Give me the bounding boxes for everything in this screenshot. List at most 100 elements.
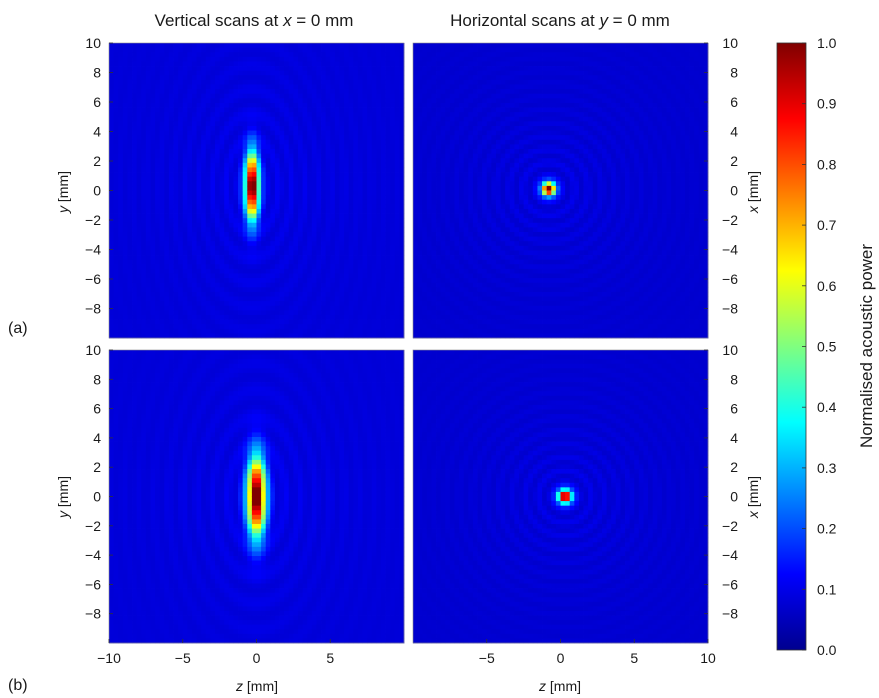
heatmap-cell	[187, 89, 193, 95]
heatmap-cell	[353, 255, 359, 261]
heatmap-cell	[284, 144, 290, 150]
heatmap-cell	[390, 333, 396, 339]
heatmap-cell	[187, 102, 193, 108]
heatmap-cell	[339, 190, 345, 196]
heatmap-cell	[394, 107, 400, 113]
heatmap-cell	[141, 241, 147, 247]
heatmap-cell	[182, 218, 188, 224]
heatmap-cell	[191, 245, 197, 251]
heatmap-cell	[265, 231, 271, 237]
heatmap-cell	[385, 236, 391, 242]
heatmap-cell	[390, 61, 396, 67]
heatmap-cell	[330, 112, 336, 118]
heatmap-cell	[371, 144, 377, 150]
heatmap-cell	[468, 47, 474, 53]
heatmap-cell	[311, 328, 317, 334]
heatmap-cell	[150, 190, 156, 196]
heatmap-cell	[178, 310, 184, 316]
heatmap-cell	[228, 61, 234, 67]
heatmap-cell	[118, 130, 124, 136]
heatmap-cell	[228, 130, 234, 136]
heatmap-cell	[279, 245, 285, 251]
heatmap-cell	[288, 56, 294, 62]
heatmap-cell	[247, 264, 253, 270]
heatmap-cell	[459, 296, 465, 302]
heatmap-cell	[302, 333, 308, 339]
heatmap-cell	[307, 84, 313, 90]
heatmap-cell	[445, 66, 451, 72]
heatmap-cell	[228, 52, 234, 58]
heatmap-cell	[399, 231, 405, 237]
heatmap-cell	[238, 121, 244, 127]
heatmap-cell	[390, 218, 396, 224]
heatmap-cell	[390, 314, 396, 320]
heatmap-cell	[390, 144, 396, 150]
heatmap-cell	[468, 149, 474, 155]
heatmap-cell	[417, 291, 423, 297]
heatmap-cell	[224, 199, 230, 205]
heatmap-cell	[367, 66, 373, 72]
heatmap-cell	[173, 121, 179, 127]
heatmap-cell	[445, 190, 451, 196]
heatmap-cell	[141, 204, 147, 210]
heatmap-cell	[440, 241, 446, 247]
heatmap-cell	[431, 199, 437, 205]
heatmap-cell	[362, 70, 368, 76]
heatmap-cell	[348, 278, 354, 284]
heatmap-cell	[376, 52, 382, 58]
heatmap-cell	[228, 213, 234, 219]
heatmap-cell	[426, 250, 432, 256]
heatmap-cell	[178, 181, 184, 187]
heatmap-cell	[242, 66, 248, 72]
heatmap-cell	[210, 324, 216, 330]
heatmap-cell	[417, 310, 423, 316]
heatmap-cell	[316, 259, 322, 265]
heatmap-cell	[178, 43, 184, 49]
heatmap-cell	[284, 116, 290, 122]
heatmap-cell	[251, 199, 257, 205]
heatmap-cell	[362, 121, 368, 127]
heatmap-cell	[247, 259, 253, 265]
heatmap-cell	[348, 227, 354, 233]
heatmap-cell	[330, 135, 336, 141]
heatmap-cell	[118, 176, 124, 182]
heatmap-cell	[353, 144, 359, 150]
heatmap-cell	[136, 70, 142, 76]
heatmap-cell	[270, 268, 276, 274]
heatmap-cell	[182, 185, 188, 191]
heatmap-cell	[159, 255, 165, 261]
heatmap-cell	[325, 185, 331, 191]
heatmap-cell	[219, 195, 225, 201]
heatmap-cell	[238, 47, 244, 53]
heatmap-cell	[385, 89, 391, 95]
heatmap-cell	[182, 43, 188, 49]
heatmap-cell	[136, 121, 142, 127]
heatmap-cell	[362, 333, 368, 339]
heatmap-cell	[210, 162, 216, 168]
heatmap-cell	[122, 125, 128, 131]
heatmap-cell	[339, 333, 345, 339]
heatmap-cell	[219, 236, 225, 242]
heatmap-cell	[270, 319, 276, 325]
heatmap-cell	[182, 250, 188, 256]
heatmap-cell	[210, 102, 216, 108]
heatmap-cell	[348, 264, 354, 270]
heatmap-cell	[288, 116, 294, 122]
heatmap-cell	[422, 268, 428, 274]
heatmap-cell	[279, 162, 285, 168]
heatmap-cell	[422, 255, 428, 261]
heatmap-cell	[431, 139, 437, 145]
y-tick-label: 6	[93, 94, 101, 110]
heatmap-cell	[265, 255, 271, 261]
heatmap-cell	[362, 116, 368, 122]
heatmap-cell	[274, 98, 280, 104]
heatmap-cell	[297, 43, 303, 49]
heatmap-cell	[436, 89, 442, 95]
heatmap-cell	[413, 61, 419, 67]
heatmap-cell	[141, 121, 147, 127]
heatmap-cell	[136, 268, 142, 274]
heatmap-cell	[164, 278, 170, 284]
heatmap-cell	[132, 282, 138, 288]
heatmap-cell	[371, 282, 377, 288]
heatmap-cell	[348, 52, 354, 58]
